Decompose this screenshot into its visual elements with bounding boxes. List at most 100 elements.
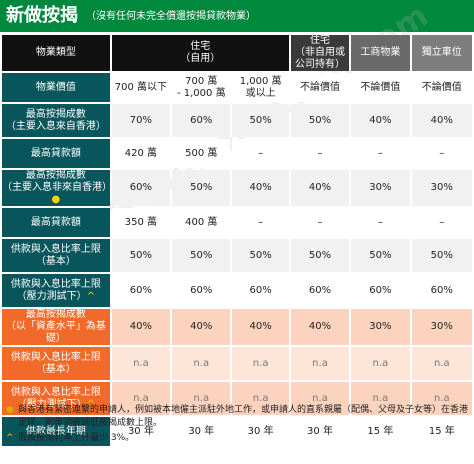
page-title: 新做按揭: [6, 5, 78, 26]
row-label-text: 最高貸款額: [30, 147, 81, 159]
table-cell: 40%: [411, 104, 472, 137]
row-label: 供款與入息比率上限 （壓力測試下）^: [2, 382, 110, 415]
table-cell: 30 年: [172, 417, 231, 446]
header-parking: 獨立車位: [411, 35, 472, 71]
table-cell: 15 年: [411, 417, 472, 446]
table-cell: 50%: [111, 239, 171, 272]
table-cell: n.a: [411, 347, 472, 380]
table-cell: 1,000 萬 或以上: [232, 73, 289, 102]
table-row: 物業價值 700 萬以下 700 萬 - 1,000 萬 1,000 萬 或以上 不論價…: [2, 73, 472, 102]
table-cell: 400 萬: [172, 208, 231, 237]
row-label-text: 最高按揭成數 （以「資產水平」為基礎）: [5, 309, 106, 344]
table-row: 供款與入息比率上限 （壓力測試下）^ 60% 60% 60% 60% 60% 60%: [2, 274, 472, 307]
table-cell: 30%: [351, 170, 410, 206]
header-row: 物業類型 住宅 （自用） 住宅 （非自用或 公司持有） 工商物業 獨立車位: [2, 35, 472, 71]
table-cell: 50%: [351, 239, 410, 272]
table-cell: 30 年: [232, 417, 289, 446]
table-cell: n.a: [111, 382, 171, 415]
table-cell: 700 萬以下: [111, 73, 171, 102]
header-residential-self: 住宅 （自用）: [111, 35, 289, 71]
table-cell: 40%: [172, 309, 231, 345]
table-cell: 15 年: [351, 417, 410, 446]
row-label: 供款最長年期: [2, 417, 110, 446]
footnote-1-mark: ●: [6, 405, 14, 415]
table-cell: 50%: [172, 170, 231, 206]
table-cell: 70%: [111, 104, 171, 137]
footnote-marker: ●: [51, 194, 61, 205]
table-cell: –: [232, 208, 289, 237]
table-cell: n.a: [290, 382, 350, 415]
row-label: 供款與入息比率上限 （壓力測試下）^: [2, 274, 110, 307]
table-cell: n.a: [351, 347, 410, 380]
table-cell: 不論價值: [411, 73, 472, 102]
mortgage-table: 物業類型 住宅 （自用） 住宅 （非自用或 公司持有） 工商物業 獨立車位 物業…: [0, 33, 474, 448]
table-cell: 50%: [232, 104, 289, 137]
table-cell: 30 年: [111, 417, 171, 446]
row-label: 最高按揭成數 （主要入息非來自香港）●: [2, 170, 110, 206]
table-cell: 50%: [172, 239, 231, 272]
table-cell: 420 萬: [111, 139, 171, 168]
row-label-text: 供款與入息比率上限 （基本）: [10, 351, 101, 375]
row-label: 供款與入息比率上限 （基本）: [2, 347, 110, 380]
page-header: 新做按揭 （沒有任何未完全償還按揭貸款物業）: [0, 0, 474, 32]
row-label: 最高貸款額: [2, 139, 110, 168]
row-label-text: 物業價值: [35, 81, 76, 93]
table-cell: –: [232, 139, 289, 168]
table-cell: n.a: [232, 382, 289, 415]
footnote-marker: ^: [86, 290, 96, 302]
footnote-1-text: 與香港有緊密連繫的申請人，例如被本地僱主派駐外地工作，或申請人的直系親屬（配偶、…: [18, 405, 469, 428]
row-label-text: 最高按揭成數 （主要入息非來自香港）: [2, 170, 110, 193]
table-cell: 30%: [351, 309, 410, 345]
footnotes: ● 與香港有緊密連繫的申請人，例如被本地僱主派駐外地工作，或申請人的直系親屬（配…: [6, 404, 468, 447]
footnote-2-text: 假設按揭利率上升最少 3%。: [18, 433, 135, 443]
table-cell: –: [411, 139, 472, 168]
row-label-text: 供款最長年期: [25, 425, 86, 437]
table-cell: n.a: [111, 347, 171, 380]
table-cell: 40%: [351, 104, 410, 137]
table-row: 供款最長年期 30 年 30 年 30 年 30 年 15 年 15 年: [2, 417, 472, 446]
table-row: 最高按揭成數 （以「資產水平」為基礎） 40% 40% 40% 40% 30% 30%: [2, 309, 472, 345]
table-cell: –: [290, 139, 350, 168]
table-cell: 40%: [290, 309, 350, 345]
table-cell: 40%: [111, 309, 171, 345]
row-label-text: 最高貸款額: [30, 216, 81, 228]
table-cell: 60%: [351, 274, 410, 307]
row-label-text: 供款與入息比率上限 （壓力測試下）: [10, 278, 101, 302]
table-cell: 60%: [172, 274, 231, 307]
row-label: 最高貸款額: [2, 208, 110, 237]
table-cell: –: [290, 208, 350, 237]
header-commercial: 工商物業: [351, 35, 410, 71]
table-cell: 60%: [290, 274, 350, 307]
table-cell: 不論價值: [351, 73, 410, 102]
table-cell: n.a: [172, 382, 231, 415]
header-residential-self-text: 住宅 （自用）: [180, 41, 221, 64]
table-cell: 40%: [290, 170, 350, 206]
header-residential-corp: 住宅 （非自用或 公司持有）: [290, 35, 350, 71]
table-row: 最高按揭成數 （主要入息非來自香港）● 60% 50% 40% 40% 30% 30%: [2, 170, 472, 206]
row-label-text: 供款與入息比率上限 （基本）: [10, 243, 101, 267]
table-cell: n.a: [290, 347, 350, 380]
table-cell: 不論價值: [290, 73, 350, 102]
row-label: 最高按揭成數 （以「資產水平」為基礎）: [2, 309, 110, 345]
table-row: 最高按揭成數 （主要入息來自香港） 70% 60% 50% 50% 40% 40%: [2, 104, 472, 137]
table-cell: 700 萬 - 1,000 萬: [172, 73, 231, 102]
table-cell: –: [411, 208, 472, 237]
table-cell: 60%: [411, 274, 472, 307]
table-cell: 500 萬: [172, 139, 231, 168]
table-row: 供款與入息比率上限 （壓力測試下）^ n.a n.a n.a n.a n.a n.a: [2, 382, 472, 415]
table-cell: 50%: [290, 104, 350, 137]
table-row: 最高貸款額 420 萬 500 萬 – – – –: [2, 139, 472, 168]
table-row: 供款與入息比率上限 （基本） 50% 50% 50% 50% 50% 50%: [2, 239, 472, 272]
table-cell: n.a: [351, 382, 410, 415]
table-cell: 50%: [232, 239, 289, 272]
footnote-1: ● 與香港有緊密連繫的申請人，例如被本地僱主派駐外地工作，或申請人的直系親屬（配…: [6, 404, 468, 430]
table-cell: 60%: [111, 170, 171, 206]
header-property-type: 物業類型: [2, 35, 110, 71]
row-label: 最高按揭成數 （主要入息來自香港）: [2, 104, 110, 137]
page-subtitle: （沒有任何未完全償還按揭貸款物業）: [86, 11, 256, 22]
row-label-text: 供款與入息比率上限 （壓力測試下）: [10, 386, 101, 410]
table-body: 物業價值 700 萬以下 700 萬 - 1,000 萬 1,000 萬 或以上 不論價…: [2, 73, 472, 446]
row-label: 供款與入息比率上限 （基本）: [2, 239, 110, 272]
table-cell: 50%: [290, 239, 350, 272]
table-cell: 40%: [232, 170, 289, 206]
